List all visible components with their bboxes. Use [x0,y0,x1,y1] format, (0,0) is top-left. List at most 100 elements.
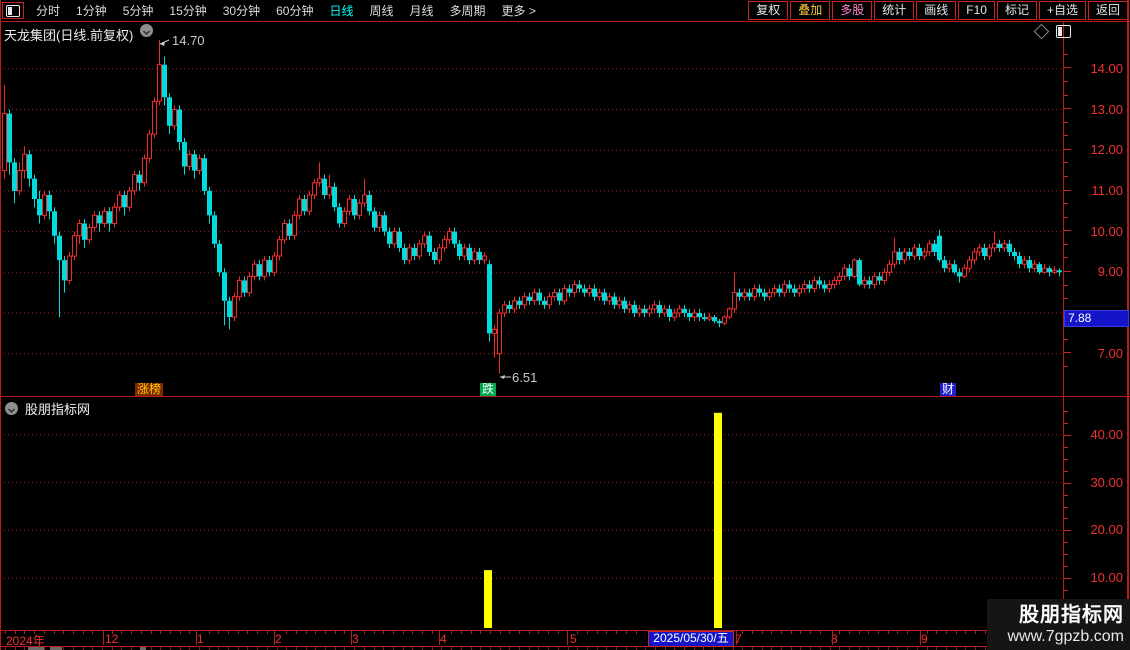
timeline-major-tick [351,630,352,645]
candle [437,243,442,265]
clipped-text-fragment [140,647,146,650]
period-tab-60分钟[interactable]: 60分钟 [276,4,314,18]
axis-tick [1063,298,1068,299]
timeline-minor-tick [34,630,35,634]
clipped-tick [267,647,268,650]
candle [127,186,132,212]
candle [307,190,312,216]
toolbar-button-统计[interactable]: 统计 [874,1,915,20]
period-tab-5分钟[interactable]: 5分钟 [122,4,154,18]
candle [82,219,87,248]
timeline-minor-tick [83,630,84,634]
candle [517,296,522,309]
toolbar-button-叠加[interactable]: 叠加 [790,1,831,20]
candle [682,304,687,318]
clipped-tick [325,647,326,650]
axis-tick [1063,578,1071,579]
candle [472,247,477,265]
clipped-tick [257,647,258,650]
chevron-down-icon[interactable] [5,402,18,415]
event-badge-财[interactable]: 财 [940,382,957,396]
clipped-tick [626,647,627,650]
candle [372,207,377,232]
clipped-tick [839,647,840,650]
toolbar-button-多股[interactable]: 多股 [832,1,873,20]
period-tab-分时[interactable]: 分时 [36,4,61,18]
period-tab-周线[interactable]: 周线 [369,4,394,18]
clipped-tick [102,647,103,650]
candle [807,280,812,293]
clipped-tick [335,647,336,650]
clipped-tick [713,647,714,650]
event-badge-跌[interactable]: 跌 [480,382,497,396]
toolbar-button-F10[interactable]: F10 [958,1,995,20]
clipped-tick [83,647,84,650]
candle [462,243,467,261]
period-tab-1分钟[interactable]: 1分钟 [76,4,107,18]
timeline-minor-tick [888,630,889,634]
period-tab-更多 >[interactable]: 更多 > [501,4,536,18]
clipped-tick [849,647,850,650]
axis-tick [1063,257,1068,258]
candle [622,296,627,313]
timeline[interactable]: 2024年 12 1 2 3 4 5 7 8 9 [0,630,1130,648]
timeline-minor-tick [626,630,627,634]
candle [1032,260,1037,273]
candle [842,264,847,281]
timeline-minor-tick [897,630,898,634]
timeline-minor-tick [946,630,947,634]
candlestick-chart[interactable] [0,22,1063,396]
candle [667,304,672,322]
candle [932,239,937,256]
candle [1057,268,1062,277]
clipped-tick [868,647,869,650]
candle [702,313,707,322]
period-tab-日线[interactable]: 日线 [329,4,354,18]
clipped-tick [665,647,666,650]
candle [362,178,367,208]
window-layout-button[interactable] [2,2,24,19]
clipped-tick [209,647,210,650]
candle [507,300,512,313]
maximize-pane-icon[interactable] [1056,25,1071,38]
clipped-tick [199,647,200,650]
candle [782,280,787,297]
timeline-minor-tick [44,630,45,634]
event-badge-涨榜[interactable]: 涨榜 [135,382,164,396]
candle [7,109,12,175]
axis-tick [1063,566,1068,567]
axis-tick [1063,495,1068,496]
clipped-tick [927,647,928,650]
toolbar-button-返回[interactable]: 返回 [1087,1,1128,20]
toolbar-button-标记[interactable]: 标记 [996,1,1037,20]
candle [817,276,822,289]
candle [547,292,552,309]
clipped-tick [703,647,704,650]
period-tab-15分钟[interactable]: 15分钟 [169,4,207,18]
signal-subchart[interactable] [0,397,1063,630]
candle [907,247,912,261]
axis-border [1063,22,1064,646]
candle [302,195,307,216]
axis-tick [1063,530,1071,531]
clipped-tick [956,647,957,650]
candle [912,243,917,261]
candle [182,138,187,175]
candle [692,308,697,322]
period-tab-月线[interactable]: 月线 [409,4,434,18]
chevron-down-icon[interactable] [140,24,153,37]
timeline-minor-tick [975,630,976,634]
candle [427,231,432,256]
toolbar-button-画线[interactable]: 画线 [916,1,957,20]
candle [542,296,547,309]
panel-divider [0,396,1130,397]
clipped-tick [985,647,986,650]
clipped-tick [684,647,685,650]
period-tab-30分钟[interactable]: 30分钟 [222,4,261,18]
candle [882,268,887,285]
toolbar-button-+自选[interactable]: +自选 [1038,1,1086,20]
toolbar-button-复权[interactable]: 复权 [748,1,789,20]
candle [327,174,332,199]
timeline-label-3: 3 [352,632,359,646]
period-tab-多周期[interactable]: 多周期 [449,4,486,18]
